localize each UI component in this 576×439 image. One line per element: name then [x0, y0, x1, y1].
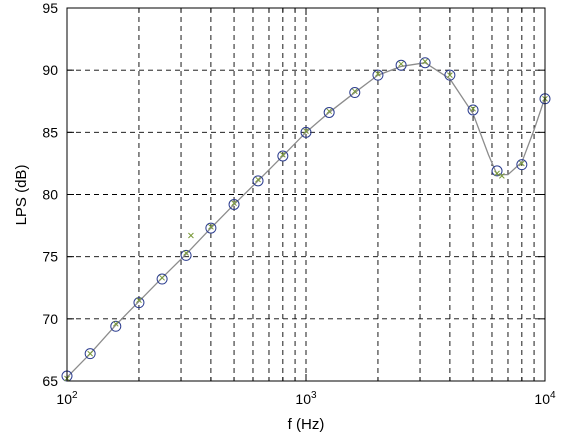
grid — [67, 8, 545, 381]
y-tick-labels: 65 70 75 80 85 90 95 — [42, 0, 58, 389]
data-point-x — [303, 128, 309, 134]
data-point-circle — [467, 104, 479, 116]
data-point-circle — [516, 159, 528, 171]
data-point-x-stroke — [188, 232, 194, 239]
data-point-x-stroke — [279, 151, 286, 158]
data-point-circle — [395, 59, 407, 71]
y-tick-label: 90 — [42, 62, 58, 78]
x-tick-labels: 102 103 104 — [56, 390, 556, 407]
data-point-x — [375, 71, 381, 77]
data-point-x-stroke — [87, 350, 94, 357]
data-point-x-stroke — [326, 108, 333, 115]
data-point-x-stroke — [351, 88, 358, 95]
data-point-x — [183, 250, 189, 256]
data-point-x — [255, 176, 261, 183]
data-point-x-stroke — [112, 320, 119, 327]
data-point-x-stroke — [231, 200, 237, 207]
data-point-x-stroke — [518, 160, 525, 167]
data-point-x-stroke — [255, 176, 261, 183]
data-point-x-stroke — [398, 61, 404, 67]
data-point-x — [208, 223, 214, 230]
y-tick-label: 70 — [42, 311, 58, 327]
plot-frame — [66, 7, 546, 382]
data-point-x-stroke — [499, 172, 505, 179]
data-point-x — [188, 232, 194, 239]
data-point-circle — [180, 249, 192, 261]
data-point-x — [231, 200, 237, 207]
data-point-x — [159, 274, 165, 281]
data-point-circle — [491, 165, 503, 177]
data-point-circle — [252, 175, 264, 187]
y-tick-label: 75 — [42, 249, 58, 265]
data-point-x-stroke — [470, 105, 476, 112]
data-point-circle — [300, 126, 312, 138]
x-axis-label: f (Hz) — [288, 416, 325, 433]
y-tick-label: 65 — [42, 373, 58, 389]
data-point-circle — [110, 320, 122, 332]
data-point-x — [447, 72, 453, 78]
data-point-x-stroke — [183, 250, 189, 256]
data-point-x-stroke — [422, 58, 428, 65]
data-point-circle — [205, 222, 217, 234]
data-point-circle — [323, 106, 335, 118]
data-point-x — [279, 151, 286, 158]
data-point-circle — [349, 87, 361, 99]
data-point-x — [87, 350, 94, 357]
data-point-circle — [156, 273, 168, 285]
data-point-circle — [228, 198, 240, 210]
y-axis-label: LPS (dB) — [13, 165, 30, 226]
data-point-x — [422, 58, 428, 65]
data-point-x — [494, 170, 500, 177]
data-point-circle — [372, 69, 384, 81]
data-point-x-stroke — [303, 128, 309, 134]
x-tick-label: 103 — [295, 390, 317, 407]
data-point-x-stroke — [375, 71, 381, 77]
data-point-x — [398, 61, 404, 67]
data-point-x — [470, 105, 476, 112]
y-tick-label: 80 — [42, 187, 58, 203]
data-point-x — [351, 88, 358, 95]
data-point-x-stroke — [159, 274, 165, 281]
data-point-circle — [133, 297, 145, 309]
data-point-x — [112, 320, 119, 327]
x-tick-label: 102 — [56, 390, 78, 407]
data-point-x — [136, 297, 142, 304]
y-tick-label: 95 — [42, 0, 58, 16]
y-tick-label: 85 — [42, 124, 58, 140]
data-point-x — [326, 108, 333, 115]
data-point-x — [518, 160, 525, 167]
data-point-x-stroke — [447, 72, 453, 78]
data-point-circle — [444, 69, 456, 81]
data-point-x-stroke — [208, 223, 214, 230]
data-point-circle — [277, 150, 289, 162]
data-point-x-stroke — [494, 170, 500, 177]
data-point-circle — [84, 348, 96, 360]
data-point-circle — [419, 57, 431, 69]
data-point-x-stroke — [136, 297, 142, 304]
x-tick-label: 104 — [534, 390, 556, 407]
data-point-x — [499, 172, 505, 179]
